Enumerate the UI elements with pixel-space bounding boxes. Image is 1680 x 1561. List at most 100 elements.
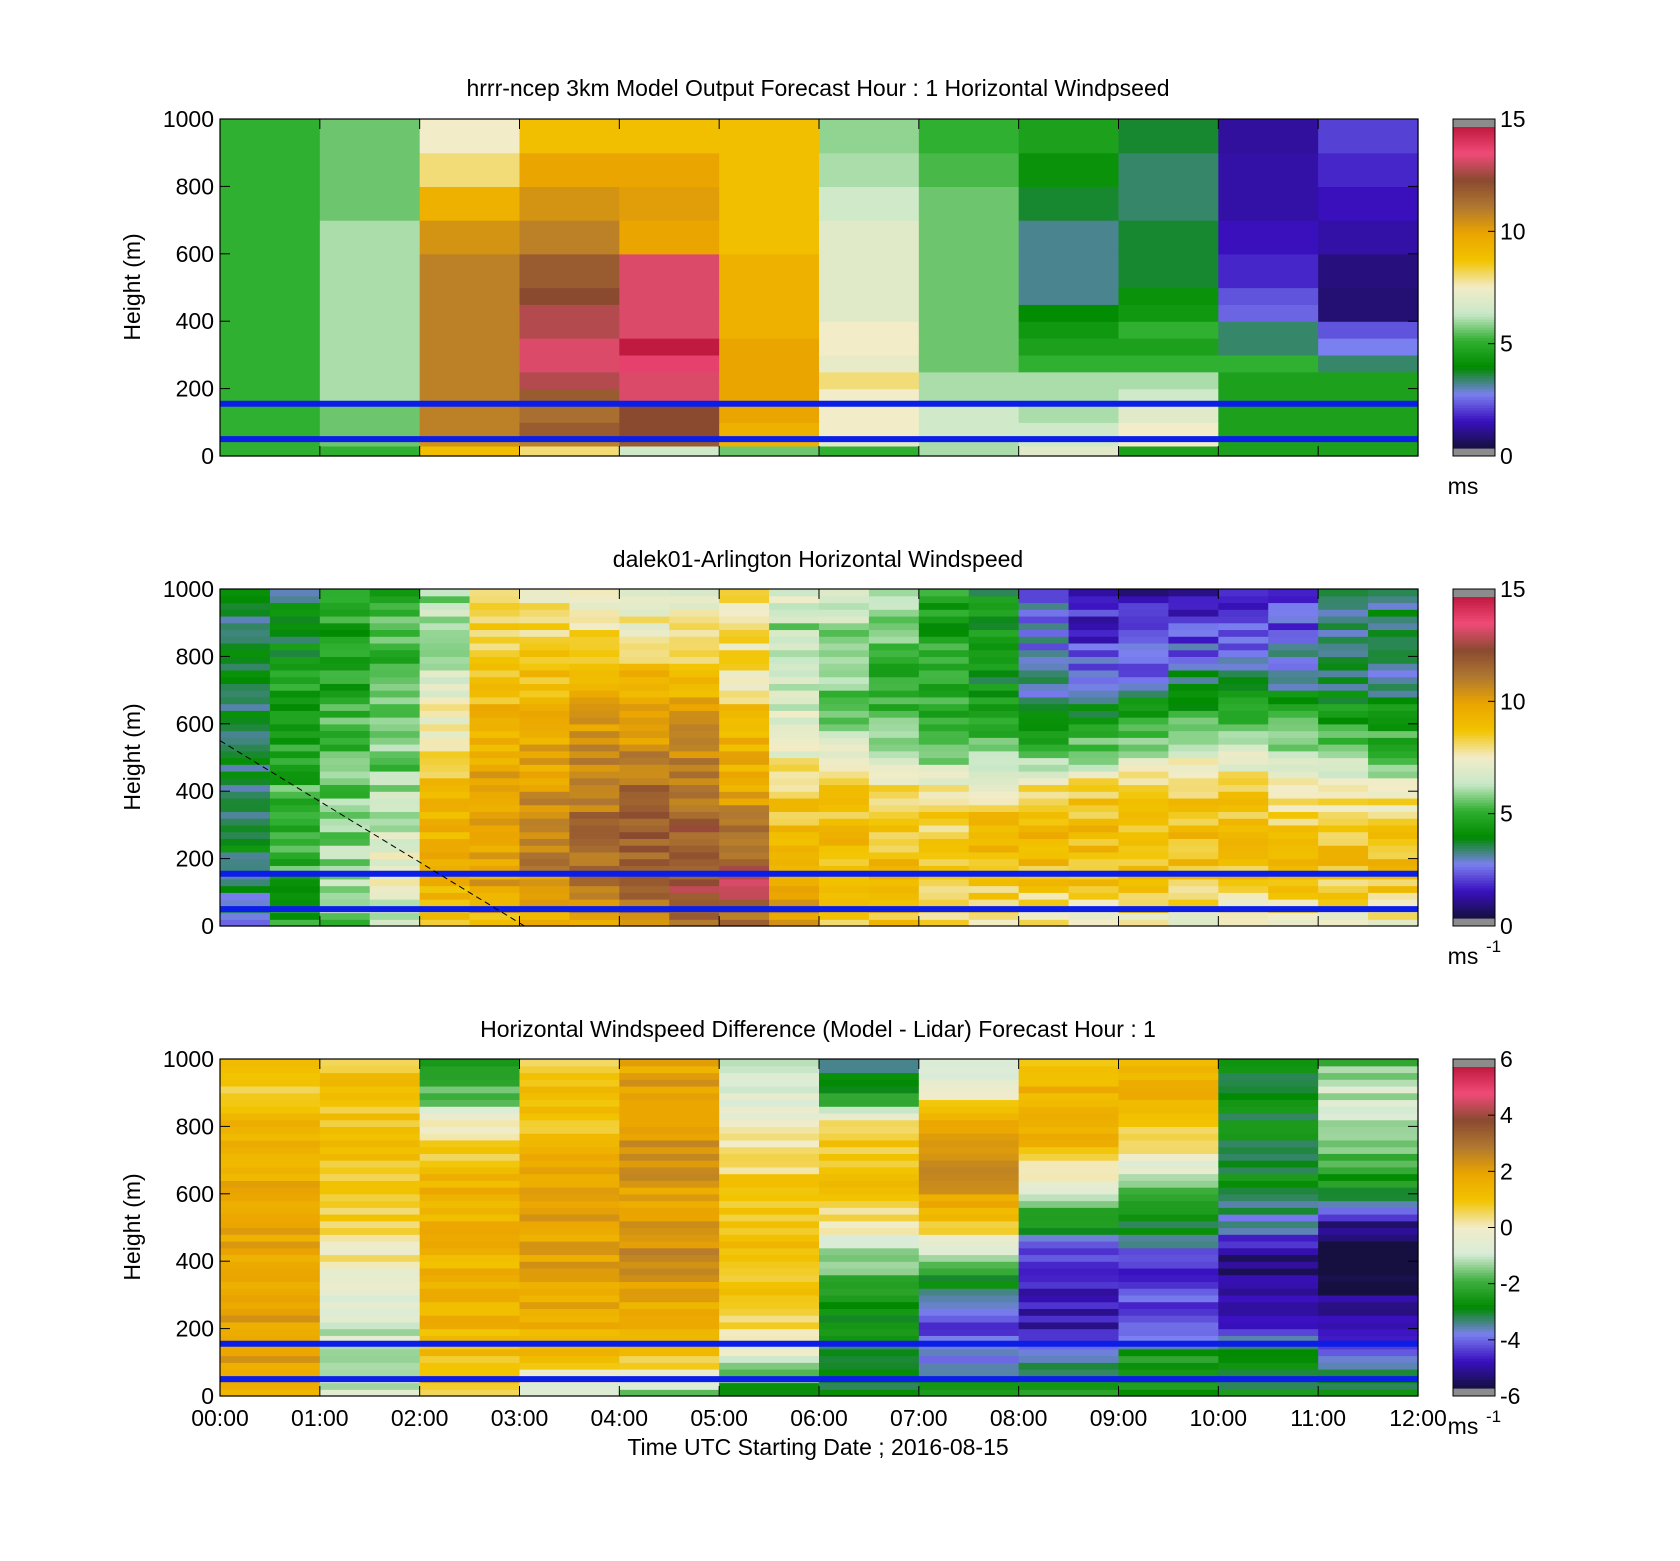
heatmap-cell	[569, 696, 620, 705]
heatmap-cell	[1218, 649, 1269, 657]
heatmap-cell	[519, 304, 620, 322]
heatmap-cell	[220, 885, 271, 893]
heatmap-cell	[569, 764, 620, 772]
heatmap-cell	[868, 744, 920, 752]
heatmap-cell	[1168, 919, 1219, 927]
heatmap-cell	[1368, 656, 1419, 664]
heatmap-cell	[1368, 615, 1419, 624]
panel-lidar-title: dalek01-Arlington Horizontal Windspeed	[613, 546, 1023, 572]
colorbar-segment	[1453, 343, 1495, 347]
heatmap-cell	[419, 1065, 521, 1074]
colorbar-segment	[1453, 1259, 1495, 1263]
heatmap-cell	[669, 649, 720, 657]
heatmap-cell	[1018, 1315, 1120, 1323]
heatmap-cell	[569, 919, 620, 927]
heatmap-cell	[918, 1234, 1020, 1242]
heatmap-cell	[419, 186, 521, 221]
heatmap-cell	[1318, 1153, 1419, 1161]
colorbar-segment	[1453, 1283, 1495, 1287]
colorbar-segment	[1453, 236, 1495, 240]
heatmap-cell	[269, 865, 321, 873]
colorbar-segment	[1453, 1243, 1495, 1247]
heatmap-cell	[719, 831, 770, 839]
heatmap-cell	[769, 703, 820, 711]
heatmap-cell	[1118, 811, 1170, 819]
heatmap-cell	[469, 899, 521, 907]
y-tick-label: 600	[176, 241, 214, 267]
heatmap-cell	[719, 730, 770, 738]
heatmap-cell	[918, 1059, 1020, 1067]
heatmap-cell	[220, 589, 271, 597]
heatmap-cell	[419, 1207, 521, 1215]
heatmap-cell	[269, 791, 321, 799]
heatmap-cell	[918, 690, 970, 698]
heatmap-cell	[719, 1369, 820, 1377]
heatmap-cell	[719, 1315, 820, 1323]
heatmap-cell	[1168, 696, 1219, 705]
heatmap-cell	[269, 838, 321, 846]
heatmap-cell	[968, 723, 1020, 732]
heatmap-cell	[819, 589, 870, 597]
heatmap-cell	[519, 1267, 620, 1276]
heatmap-cell	[1018, 1308, 1120, 1316]
heatmap-cell	[619, 152, 720, 187]
heatmap-cell	[1018, 777, 1070, 786]
heatmap-cell	[719, 1362, 820, 1370]
heatmap-cell	[1018, 811, 1070, 819]
colorbar-segment	[1453, 357, 1495, 361]
heatmap-cell	[1118, 1119, 1219, 1127]
heatmap-cell	[918, 1294, 1020, 1303]
colorbar-segment	[1453, 330, 1495, 334]
heatmap-cell	[719, 615, 770, 624]
heatmap-cell	[1318, 1207, 1419, 1215]
heatmap-cell	[1368, 851, 1419, 860]
y-tick-label: 1000	[163, 576, 214, 602]
colorbar-segment	[1453, 143, 1495, 147]
heatmap-cell	[918, 851, 970, 860]
colorbar-segment	[1453, 1318, 1495, 1322]
colorbar-segment	[1453, 442, 1495, 446]
heatmap-cell	[269, 804, 321, 813]
heatmap-cell	[1118, 1153, 1219, 1161]
heatmap-cell	[769, 717, 820, 725]
colorbar-segment	[1453, 912, 1495, 916]
heatmap-cell	[968, 629, 1020, 637]
heatmap-cell	[819, 1166, 920, 1175]
heatmap-cell	[419, 710, 471, 718]
heatmap-cell	[1118, 595, 1170, 604]
heatmap-cell	[1118, 838, 1170, 846]
heatmap-cell	[1218, 1085, 1319, 1094]
heatmap-cell	[220, 622, 271, 631]
colorbar-segment	[1453, 266, 1495, 270]
heatmap-cell	[868, 845, 920, 853]
heatmap-cell	[469, 589, 521, 597]
heatmap-cell	[1218, 1193, 1319, 1202]
heatmap-cell	[619, 445, 720, 457]
heatmap-cell	[469, 878, 521, 887]
colorbar-segment	[1453, 159, 1495, 163]
heatmap-cell	[220, 354, 321, 373]
heatmap-cell	[419, 602, 471, 610]
heatmap-cell	[469, 730, 521, 738]
heatmap-cell	[1368, 602, 1419, 610]
heatmap-cell	[1168, 791, 1219, 799]
heatmap-cell	[220, 287, 321, 305]
heatmap-cell	[669, 777, 720, 786]
heatmap-cell	[369, 845, 421, 853]
colorbar-segment	[1453, 375, 1495, 380]
heatmap-cell	[1068, 919, 1120, 927]
heatmap-cell	[1318, 1180, 1419, 1188]
heatmap-cell	[819, 649, 870, 657]
heatmap-cell	[220, 744, 271, 752]
heatmap-cell	[918, 723, 970, 732]
heatmap-cell	[669, 858, 720, 866]
colorbar-segment	[1453, 132, 1495, 136]
heatmap-cell	[1318, 649, 1369, 657]
heatmap-cell	[1318, 1321, 1419, 1330]
heatmap-cell	[619, 1315, 720, 1323]
heatmap-cell	[619, 1193, 720, 1202]
heatmap-cell	[519, 642, 571, 651]
colorbar-frame	[1452, 118, 1496, 457]
colorbar-tick-label: 0	[1500, 1215, 1513, 1241]
heatmap-cell	[220, 676, 271, 684]
